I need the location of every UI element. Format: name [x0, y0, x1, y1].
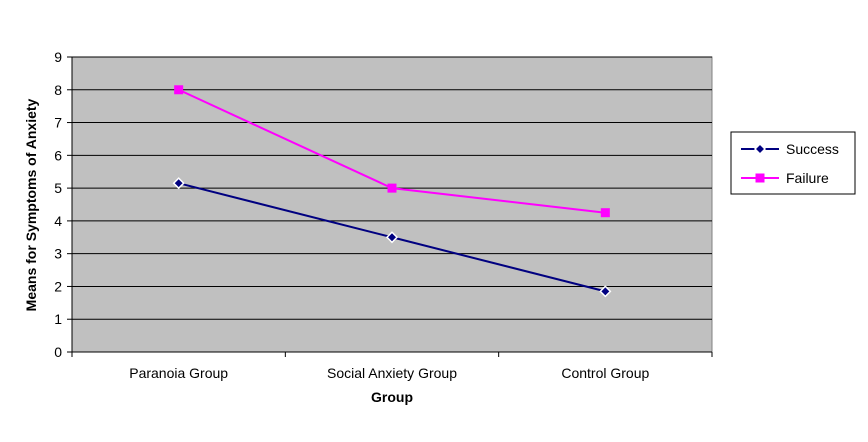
y-tick-label: 1 [54, 311, 62, 327]
y-tick-label: 4 [54, 213, 62, 229]
y-tick-label: 7 [54, 115, 62, 131]
y-tick-labels: 0 1 2 3 4 5 6 7 8 9 [54, 49, 62, 360]
legend-label-success: Success [786, 141, 839, 157]
y-tick-label: 5 [54, 180, 62, 196]
legend-marker-failure [755, 173, 765, 183]
legend-marker-success [753, 142, 767, 156]
data-point-failure [387, 183, 397, 193]
x-axis-title: Group [371, 389, 413, 405]
data-point-success [599, 285, 612, 298]
x-tick-labels: Paranoia Group Social Anxiety Group Contro… [129, 365, 649, 381]
y-axis-title: Means for Symptoms of Anxiety [23, 98, 39, 311]
series-layer [172, 85, 612, 298]
x-tick-label: Control Group [561, 365, 649, 381]
x-tick-label: Social Anxiety Group [327, 365, 457, 381]
data-point-failure [600, 208, 610, 218]
data-point-success [385, 231, 399, 244]
y-tick-label: 0 [54, 344, 62, 360]
y-tick-label: 9 [54, 49, 62, 65]
data-point-success [172, 177, 185, 190]
y-tick-label: 2 [54, 278, 62, 294]
data-point-failure [174, 85, 184, 95]
y-tick-label: 6 [54, 147, 62, 163]
y-tick-label: 3 [54, 246, 62, 262]
axes [67, 56, 713, 357]
x-tick-label: Paranoia Group [129, 365, 228, 381]
legend-box [730, 131, 856, 195]
legend-label-failure: Failure [786, 170, 829, 186]
y-tick-label: 8 [54, 82, 62, 98]
legend: Success Failure [730, 131, 856, 195]
plot-area [71, 56, 713, 353]
